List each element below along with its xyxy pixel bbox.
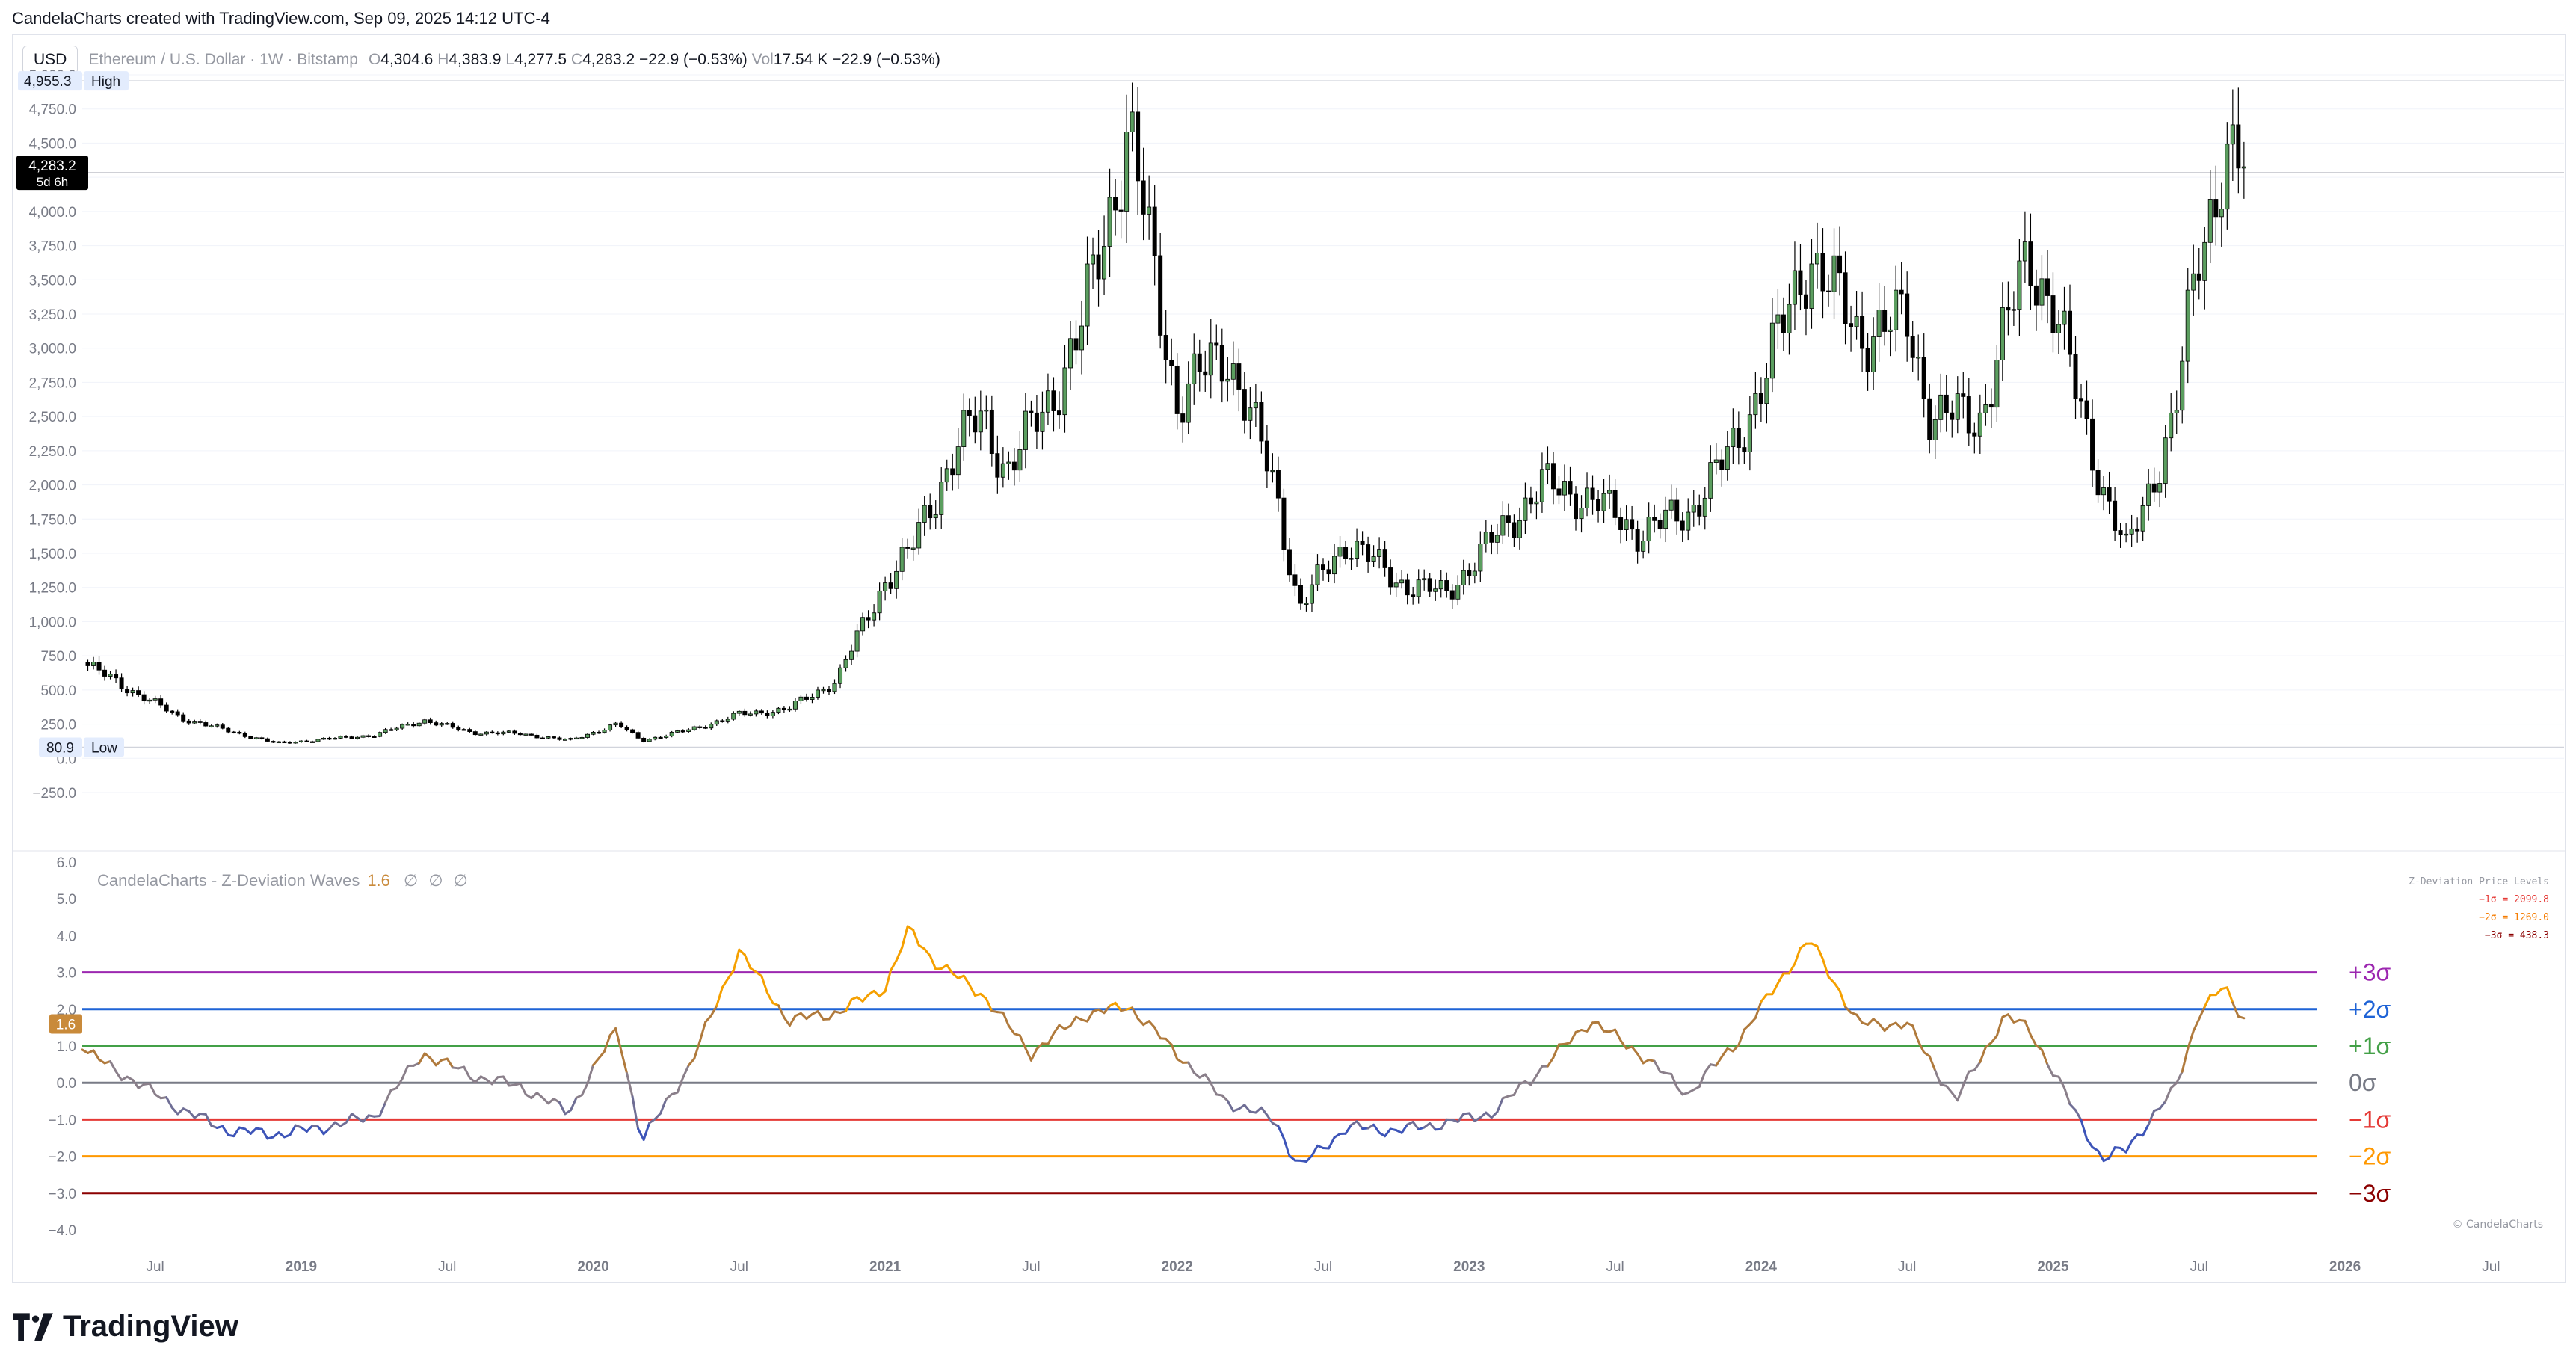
- symbol-name[interactable]: Ethereum / U.S. Dollar · 1W · Bitstamp: [88, 51, 358, 68]
- vol-label: Vol: [751, 51, 774, 68]
- currency-button[interactable]: USD: [22, 46, 78, 74]
- low-value: 4,277.5: [514, 51, 567, 68]
- high-value: 4,383.9: [449, 51, 502, 68]
- high-label: H: [437, 51, 449, 68]
- vol-change-value: −22.9 (−0.53%): [832, 51, 940, 68]
- tradingview-logo-icon: [13, 1312, 53, 1341]
- chart-frame: [12, 34, 2566, 1283]
- indicator-title-bar[interactable]: CandelaCharts - Z-Deviation Waves 1.6 ∅ ∅…: [97, 871, 468, 890]
- vol-value: 17.54 K: [773, 51, 828, 68]
- brand-name: TradingView: [63, 1310, 238, 1343]
- tradingview-brand[interactable]: TradingView: [13, 1310, 238, 1344]
- symbol-bar: USD Ethereum / U.S. Dollar · 1W · Bitsta…: [22, 45, 940, 75]
- z-level-minus2: −2σ = 1269.0: [2479, 912, 2549, 923]
- ohlc-values: O4,304.6 H4,383.9 L4,277.5 C4,283.2 −22.…: [369, 51, 940, 69]
- z-level-minus3: −3σ = 438.3: [2484, 930, 2549, 941]
- eye-off-icon[interactable]: ∅: [428, 871, 443, 890]
- chart-credit: CandelaCharts created with TradingView.c…: [12, 9, 550, 28]
- open-label: O: [368, 51, 381, 68]
- z-levels-header: Z-Deviation Price Levels: [2409, 876, 2549, 887]
- change-value: −22.9 (−0.53%): [639, 51, 748, 68]
- indicator-value: 1.6: [367, 871, 390, 890]
- indicator-copyright: © CandelaCharts: [2452, 1219, 2543, 1231]
- z-level-minus1: −1σ = 2099.8: [2479, 894, 2549, 905]
- eye-off-icon[interactable]: ∅: [453, 871, 468, 890]
- eye-off-icon[interactable]: ∅: [404, 871, 419, 890]
- open-value: 4,304.6: [380, 51, 434, 68]
- indicator-title: CandelaCharts - Z-Deviation Waves: [97, 871, 360, 890]
- low-label: L: [505, 51, 514, 68]
- z-levels-box: Z-Deviation Price Levels −1σ = 2099.8 −2…: [2409, 873, 2549, 945]
- close-label: C: [570, 51, 583, 68]
- close-value: 4,283.2: [582, 51, 635, 68]
